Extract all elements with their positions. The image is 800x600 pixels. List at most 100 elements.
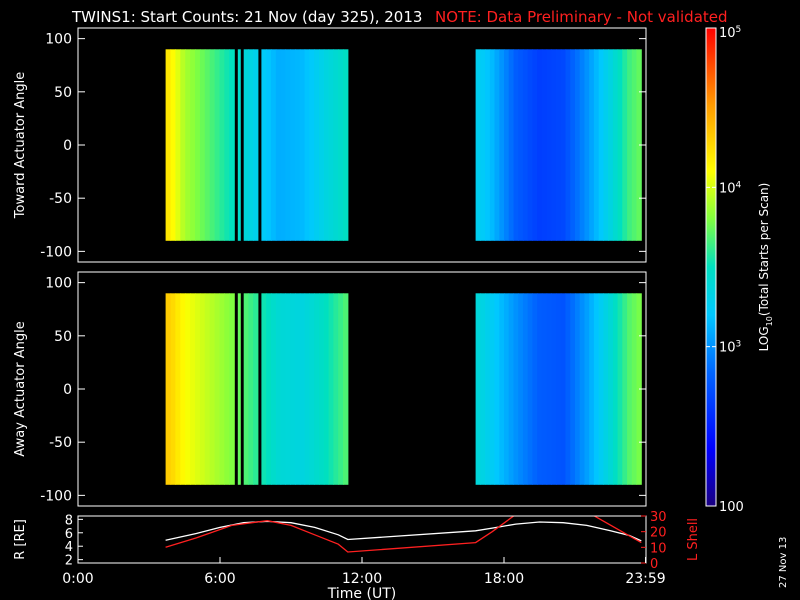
colorbar-tick-label: 103 (719, 340, 741, 356)
heatmap-cell (608, 49, 614, 241)
date-stamp: 27 Nov 13 (778, 537, 789, 588)
heatmap-cell (204, 49, 211, 241)
heatmap-cell (513, 49, 519, 241)
heatmap-cell (295, 293, 301, 485)
heatmap-cell (617, 293, 623, 485)
heatmap-cell (180, 293, 186, 485)
heatmap-cell (319, 49, 325, 241)
y-tick-label: 4 (65, 540, 73, 555)
colorbar-label: LOG10(Total Starts per Scan) (757, 183, 774, 352)
y-axis-label: Away Actuator Angle (13, 321, 28, 456)
heatmap-cell (304, 49, 310, 241)
heatmap-cell (617, 49, 623, 241)
tick-base: 10 (719, 26, 736, 41)
heatmap-cell (266, 49, 272, 241)
heatmap-cell (560, 49, 567, 241)
away-angle-panel: -100 -50 0 50 100 Away Actuator Angle (13, 271, 647, 507)
heatmap-cell (627, 293, 633, 485)
heatmap-cell (199, 293, 206, 485)
colorbar-tick-label: 105 (719, 25, 741, 41)
y-tick-label: -50 (49, 435, 72, 451)
y-tick-label: 8 (65, 513, 73, 528)
heatmap-cell (290, 293, 296, 485)
heatmap-cell (275, 293, 282, 485)
heatmap-cell (494, 49, 500, 241)
left-axis-label: R [RE] (13, 519, 28, 560)
heatmap-cell (237, 49, 241, 241)
heatmap-cell (532, 49, 538, 241)
tick-exponent: 4 (736, 180, 742, 190)
heatmap-cell (532, 293, 538, 485)
heatmap-cell (280, 49, 286, 241)
heatmap-cell (546, 293, 552, 485)
colorbar-label-log: LOG (757, 326, 771, 351)
heatmap-cell (622, 293, 628, 485)
colorbar-label-units: (Total Starts per Scan) (757, 183, 771, 317)
heatmap-cell (584, 49, 590, 241)
heatmap-cell (323, 293, 330, 485)
heatmap-cell (261, 49, 267, 241)
heatmap-cell (627, 49, 633, 241)
y-axis-label: Toward Actuator Angle (13, 72, 28, 219)
heatmap-cell (589, 293, 595, 485)
right-y-tick-label: 0 (650, 557, 658, 572)
x-tick-label: 6:00 (204, 571, 235, 587)
heatmap-cell (565, 49, 571, 241)
heatmap-cell (622, 49, 628, 241)
heatmap-cell (243, 293, 249, 485)
heatmap-cell (243, 49, 249, 241)
heatmap-cell (299, 293, 306, 485)
heatmap-cell (261, 293, 267, 485)
heatmap-cell (608, 293, 614, 485)
heatmap-cell (190, 293, 196, 485)
heatmap-cell (551, 49, 557, 241)
y-tick-label: -100 (40, 244, 72, 260)
heatmap-cell (224, 293, 230, 485)
heatmap-cell (527, 293, 533, 485)
heatmap-cell (556, 49, 562, 241)
heatmap-cell (175, 49, 181, 241)
right-y-tick-label: 20 (650, 526, 667, 541)
heatmap-cell (304, 293, 310, 485)
heatmap-cell (248, 49, 254, 241)
heatmap-cell (209, 293, 216, 485)
heatmap-cell (343, 49, 349, 241)
colorbar-tick-label: 100 (719, 500, 744, 515)
heatmap-cell (333, 49, 339, 241)
heatmap-cell (565, 293, 571, 485)
x-tick-label: 23:59 (625, 571, 665, 587)
heatmap-cell (504, 49, 510, 241)
heatmap-cell (541, 49, 548, 241)
heatmap-cell (219, 49, 225, 241)
heatmap-cell (522, 293, 529, 485)
heatmap-cell (546, 49, 552, 241)
heatmap-cell (319, 293, 325, 485)
heatmap-cell (248, 293, 254, 485)
heatmap-cell (290, 49, 296, 241)
heatmap-cell (537, 49, 543, 241)
y-tick-label: 2 (65, 554, 73, 569)
y-tick-label: 6 (65, 527, 73, 542)
heatmap-cell (314, 49, 320, 241)
heatmap-cell (185, 293, 191, 485)
heatmap-cell (204, 293, 211, 485)
heatmap-cell (579, 293, 585, 485)
right-y-tick-label: 30 (650, 510, 667, 525)
heatmap-cell (343, 293, 349, 485)
heatmap-cell (489, 293, 496, 485)
heatmap-cell (475, 293, 481, 485)
heatmap-cell (513, 293, 519, 485)
heatmap-cell (570, 293, 576, 485)
colorbar-gradient (705, 27, 717, 507)
toward-angle-panel: -100 -50 0 50 100 Toward Actuator Angle (13, 27, 647, 263)
heatmap-cell (195, 293, 201, 485)
heatmap-cell (603, 49, 609, 241)
x-axis-label: Time (UT) (327, 586, 396, 600)
heatmap-cell (180, 49, 186, 241)
heatmap-cell (485, 49, 491, 241)
y-tick-label: 100 (45, 32, 72, 48)
heatmap-cell (199, 49, 206, 241)
